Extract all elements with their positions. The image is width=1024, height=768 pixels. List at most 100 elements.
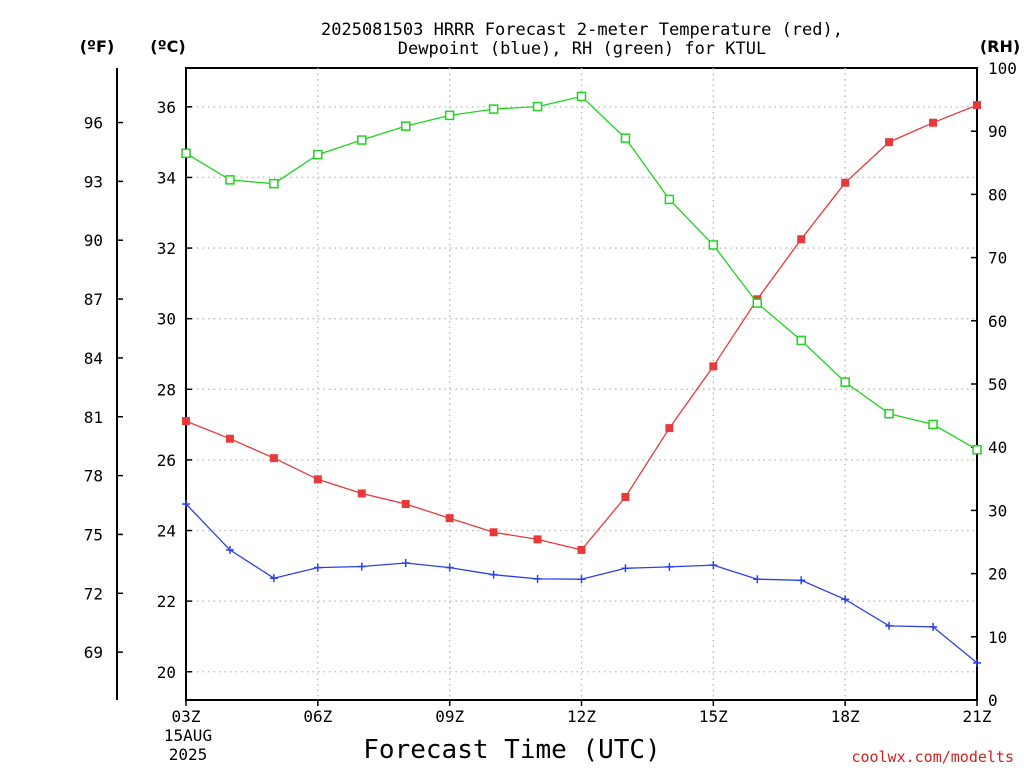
temperature-point [182, 417, 190, 426]
chart-title-line1: 2025081503 HRRR Forecast 2-meter Tempera… [321, 20, 843, 40]
rh-point [708, 240, 719, 250]
rh-point [357, 135, 367, 145]
temperature-point [929, 118, 938, 127]
celsius-tick-label: 34 [157, 168, 176, 187]
rh-point [532, 101, 543, 112]
temperature-point [357, 489, 366, 498]
fahrenheit-tick-label: 69 [84, 643, 103, 662]
dewpoint-point [973, 658, 981, 667]
axes-layer: 03Z 06Z 09Z 12Z 15Z 18Z 21Z 20 22 24 26 28 30 32 34 36 6… [84, 59, 1017, 726]
temperature-point [665, 424, 674, 433]
dewpoint-point [885, 621, 894, 630]
dewpoint-point [709, 561, 718, 570]
dewpoint-point [269, 574, 278, 583]
temperature-point [313, 475, 322, 484]
rh-tick-label: 40 [988, 438, 1007, 457]
fahrenheit-tick-label: 75 [84, 525, 103, 544]
rh-line [185, 95, 978, 451]
temperature-point [401, 500, 410, 509]
rh-point [840, 377, 850, 387]
rh-tick-label: 10 [988, 628, 1007, 647]
dewpoint-point [225, 545, 234, 554]
watermark-text: coolwx.com/modelts [851, 748, 1014, 766]
celsius-tick-label: 30 [157, 310, 176, 329]
dewpoint-point [489, 570, 498, 579]
rh-point [313, 149, 323, 160]
temperature-point [489, 528, 498, 537]
dewpoint-point [533, 574, 542, 583]
rh-point [225, 175, 235, 185]
rh-point [620, 133, 631, 143]
rh-point [752, 298, 763, 308]
dewpoint-point [665, 562, 674, 571]
dewpoint-point [621, 564, 630, 573]
celsius-tick-label: 36 [157, 98, 176, 117]
temperature-point [445, 514, 454, 523]
fahrenheit-tick-label: 84 [84, 349, 103, 368]
series-layer [181, 91, 982, 667]
rh-point [796, 335, 806, 346]
temperature-point [797, 235, 806, 244]
dewpoint-line [185, 503, 978, 664]
date-label-year: 2025 [169, 745, 208, 764]
fahrenheit-tick-label: 96 [84, 114, 103, 133]
dewpoint-point [577, 575, 586, 584]
rh-point [400, 121, 411, 131]
dewpoint-point [797, 576, 806, 585]
rh-point [488, 104, 499, 114]
rh-point [576, 91, 587, 102]
x-tick-label: 03Z [172, 707, 201, 726]
rh-tick-label: 30 [988, 501, 1007, 520]
fahrenheit-tick-label: 87 [84, 290, 103, 309]
rh-tick-label: 70 [988, 249, 1007, 268]
rh-tick-label: 50 [988, 375, 1007, 394]
rh-tick-label: 90 [988, 122, 1007, 141]
celsius-tick-label: 28 [157, 380, 176, 399]
fahrenheit-axis-label: (ºF) [80, 37, 115, 56]
dewpoint-point [182, 500, 190, 509]
date-label-day: 15AUG [164, 726, 212, 745]
fahrenheit-tick-label: 93 [84, 172, 103, 191]
rh-tick-label: 60 [988, 312, 1007, 331]
rh-tick-label: 80 [988, 185, 1007, 204]
fahrenheit-tick-label: 90 [84, 231, 103, 250]
fahrenheit-tick-label: 78 [84, 467, 103, 486]
grid-layer [186, 68, 977, 700]
temperature-point [621, 492, 630, 501]
temperature-point [709, 362, 718, 371]
fahrenheit-tick-label: 81 [84, 408, 103, 427]
x-tick-label: 12Z [567, 707, 596, 726]
x-tick-label: 21Z [963, 707, 992, 726]
dewpoint-point [929, 622, 938, 631]
rh-tick-label: 20 [988, 565, 1007, 584]
dewpoint-point [401, 559, 410, 568]
x-tick-label: 15Z [699, 707, 728, 726]
x-axis-title: Forecast Time (UTC) [363, 735, 660, 765]
rh-point [181, 148, 191, 159]
dewpoint-point [445, 563, 454, 572]
temperature-point [577, 545, 586, 554]
celsius-axis-label: (ºC) [150, 37, 185, 56]
temperature-point [841, 178, 850, 187]
x-tick-label: 06Z [303, 707, 332, 726]
temperature-point [973, 101, 981, 110]
rh-point [444, 110, 455, 121]
rh-tick-label: 0 [988, 691, 998, 710]
dewpoint-point [313, 563, 322, 572]
dewpoint-point [841, 595, 850, 604]
x-tick-label: 09Z [435, 707, 464, 726]
x-tick-label: 18Z [831, 707, 860, 726]
rh-point [972, 444, 982, 455]
temperature-point [885, 138, 894, 147]
rh-axis-label: (RH) [980, 37, 1020, 56]
celsius-tick-label: 22 [157, 592, 176, 611]
dewpoint-point [357, 562, 366, 571]
dewpoint-point [753, 575, 762, 584]
rh-point [884, 408, 894, 419]
rh-point [269, 178, 279, 189]
temperature-point [225, 434, 234, 443]
chart-title-line2: Dewpoint (blue), RH (green) for KTUL [398, 39, 766, 59]
fahrenheit-tick-label: 72 [84, 584, 103, 603]
